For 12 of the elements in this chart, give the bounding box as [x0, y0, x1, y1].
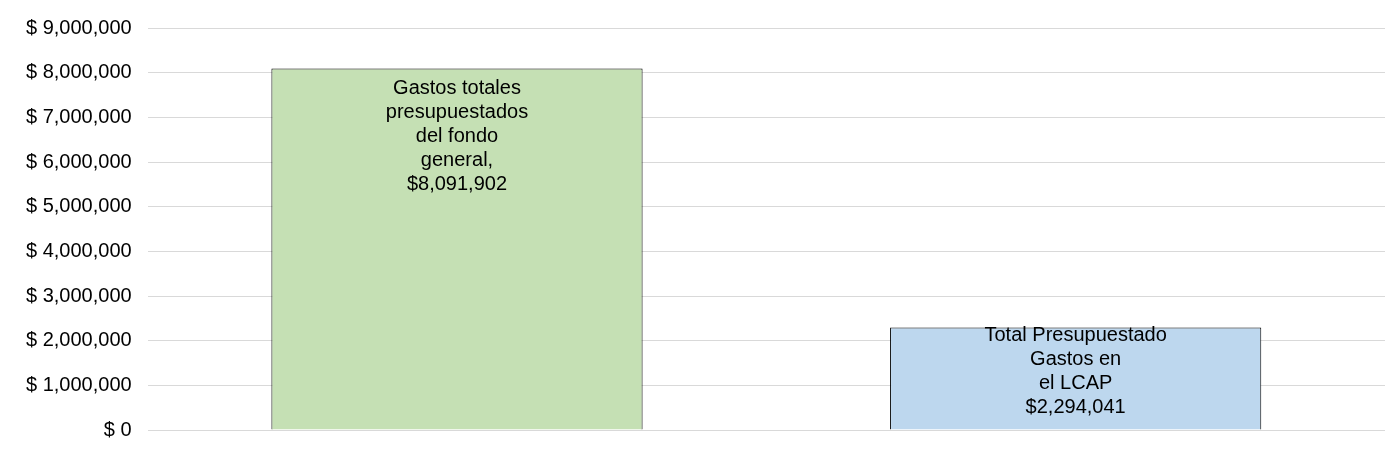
data-label: Gastos totales presupuestados del fondo general, $8,091,902 — [385, 76, 529, 195]
y-tick-label: $ 2,000,000 — [26, 328, 132, 351]
y-tick-label: $ 1,000,000 — [26, 372, 132, 395]
y-tick-label: $ 3,000,000 — [26, 283, 132, 306]
data-label: Total Presupuestado Gastos en el LCAP $2,294,041 — [984, 323, 1167, 418]
y-tick-label: $ 0 — [103, 417, 132, 440]
y-tick-label: $ 8,000,000 — [26, 60, 132, 83]
y-tick-label: $ 9,000,000 — [26, 15, 132, 38]
y-tick-label: $ 4,000,000 — [26, 238, 132, 261]
y-tick-label: $ 5,000,000 — [26, 194, 132, 217]
y-tick-label: $ 7,000,000 — [26, 104, 132, 127]
y-tick-label: $ 6,000,000 — [26, 149, 132, 172]
